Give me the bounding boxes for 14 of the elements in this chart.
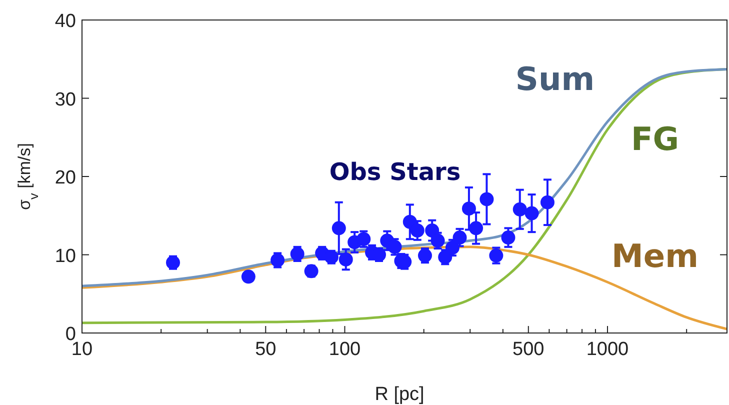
series-label: Obs Stars <box>329 158 461 186</box>
y-tick-label: 40 <box>54 11 76 32</box>
series-label: Mem <box>612 237 698 275</box>
x-tick-label: 50 <box>255 339 276 360</box>
x-tick-label: 100 <box>328 339 361 360</box>
y-tick-label: 20 <box>54 168 76 188</box>
y-tick-label: 30 <box>54 89 76 110</box>
x-tick-label: 1000 <box>586 339 629 360</box>
series-label: FG <box>630 120 680 158</box>
x-tick-label: 10 <box>71 339 93 360</box>
x-tick-label: 500 <box>512 339 544 360</box>
series-label: Sum <box>515 60 595 98</box>
y-tick-label: 10 <box>54 246 76 267</box>
x-axis-title: R [pc] <box>374 384 424 405</box>
